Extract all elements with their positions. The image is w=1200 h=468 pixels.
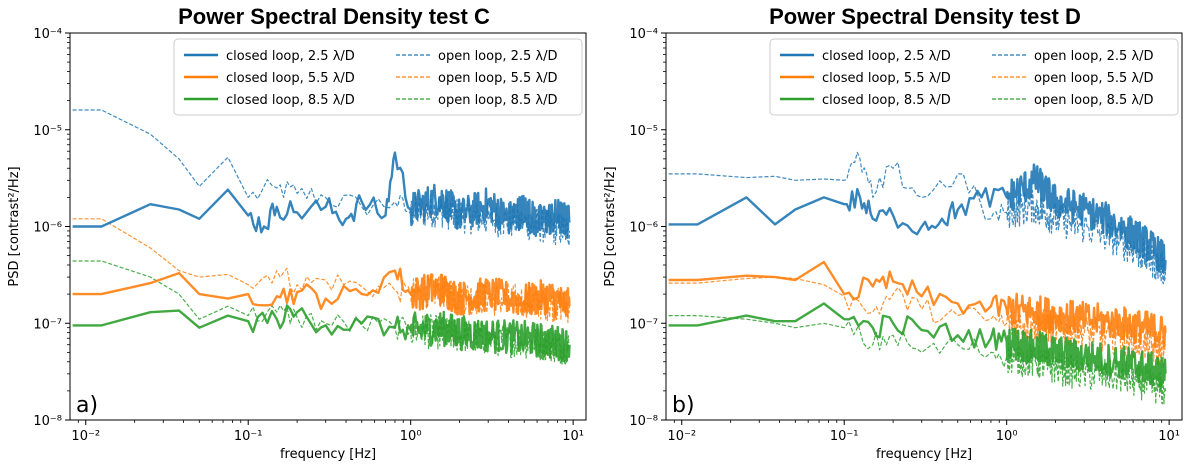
x-tick-label: 10¹ bbox=[1158, 429, 1180, 444]
x-tick-label: 10⁰ bbox=[996, 429, 1018, 444]
series-line-closed bbox=[668, 260, 1167, 349]
x-tick-label: 10⁻² bbox=[71, 429, 100, 444]
y-tick-label: 10⁻⁸ bbox=[629, 414, 658, 429]
y-tick-label: 10⁻⁷ bbox=[33, 317, 62, 332]
legend-entry: closed loop, 5.5 λ/D bbox=[822, 71, 951, 86]
y-axis-label: PSD [contrast²/Hz] bbox=[7, 166, 22, 286]
x-tick-label: 10⁻¹ bbox=[234, 429, 263, 444]
x-axis-label: frequency [Hz] bbox=[280, 447, 376, 462]
legend-entry: open loop, 8.5 λ/D bbox=[438, 93, 558, 108]
panel-label: b) bbox=[672, 393, 695, 418]
series-line-open bbox=[668, 151, 1167, 285]
legend-entry: open loop, 5.5 λ/D bbox=[1034, 71, 1154, 86]
y-tick-label: 10⁻⁸ bbox=[33, 414, 62, 429]
series-line-closed bbox=[668, 302, 1167, 390]
legend-entry: open loop, 8.5 λ/D bbox=[1034, 93, 1154, 108]
y-tick-label: 10⁻⁷ bbox=[629, 317, 658, 332]
series-line-open bbox=[72, 109, 571, 246]
series-line-open bbox=[668, 276, 1167, 370]
legend-entry: open loop, 2.5 λ/D bbox=[438, 49, 558, 64]
panel-1: Power Spectral Density test C 10⁻⁸ 10⁻⁷ 10⁻… bbox=[7, 4, 587, 462]
y-tick-label: 10⁻⁶ bbox=[33, 221, 62, 236]
legend-entry: closed loop, 2.5 λ/D bbox=[226, 49, 355, 64]
y-axis-label: PSD [contrast²/Hz] bbox=[603, 166, 618, 286]
series-line-closed bbox=[72, 267, 571, 318]
legend-entry: closed loop, 8.5 λ/D bbox=[822, 93, 951, 108]
series-line-closed bbox=[668, 163, 1167, 273]
chart-title: Power Spectral Density test C bbox=[178, 4, 490, 29]
series-line-closed bbox=[72, 151, 571, 239]
y-tick-label: 10⁻⁴ bbox=[629, 27, 658, 42]
legend-entry: open loop, 2.5 λ/D bbox=[1034, 49, 1154, 64]
series-line-closed bbox=[72, 304, 571, 363]
series-group bbox=[668, 151, 1167, 405]
series-group bbox=[72, 109, 571, 366]
legend-entry: open loop, 5.5 λ/D bbox=[438, 71, 558, 86]
panel-label: a) bbox=[76, 393, 98, 418]
legend-entry: closed loop, 8.5 λ/D bbox=[226, 93, 355, 108]
y-tick-label: 10⁻⁵ bbox=[33, 124, 62, 139]
legend-entry: closed loop, 2.5 λ/D bbox=[822, 49, 951, 64]
y-tick-label: 10⁻⁶ bbox=[629, 221, 658, 236]
legend-entry: closed loop, 5.5 λ/D bbox=[226, 71, 355, 86]
legend-box bbox=[769, 38, 1179, 116]
x-tick-label: 10⁻¹ bbox=[830, 429, 859, 444]
legend-box bbox=[173, 38, 583, 116]
panel-2: Power Spectral Density test D 10⁻⁸ 10⁻⁷ 10⁻… bbox=[603, 4, 1183, 462]
chart-title: Power Spectral Density test D bbox=[769, 4, 1081, 29]
x-axis-label: frequency [Hz] bbox=[876, 447, 972, 462]
y-tick-label: 10⁻⁴ bbox=[33, 27, 62, 42]
x-tick-label: 10⁰ bbox=[400, 429, 422, 444]
x-tick-label: 10¹ bbox=[562, 429, 584, 444]
x-tick-label: 10⁻² bbox=[667, 429, 696, 444]
y-tick-label: 10⁻⁵ bbox=[629, 124, 658, 139]
